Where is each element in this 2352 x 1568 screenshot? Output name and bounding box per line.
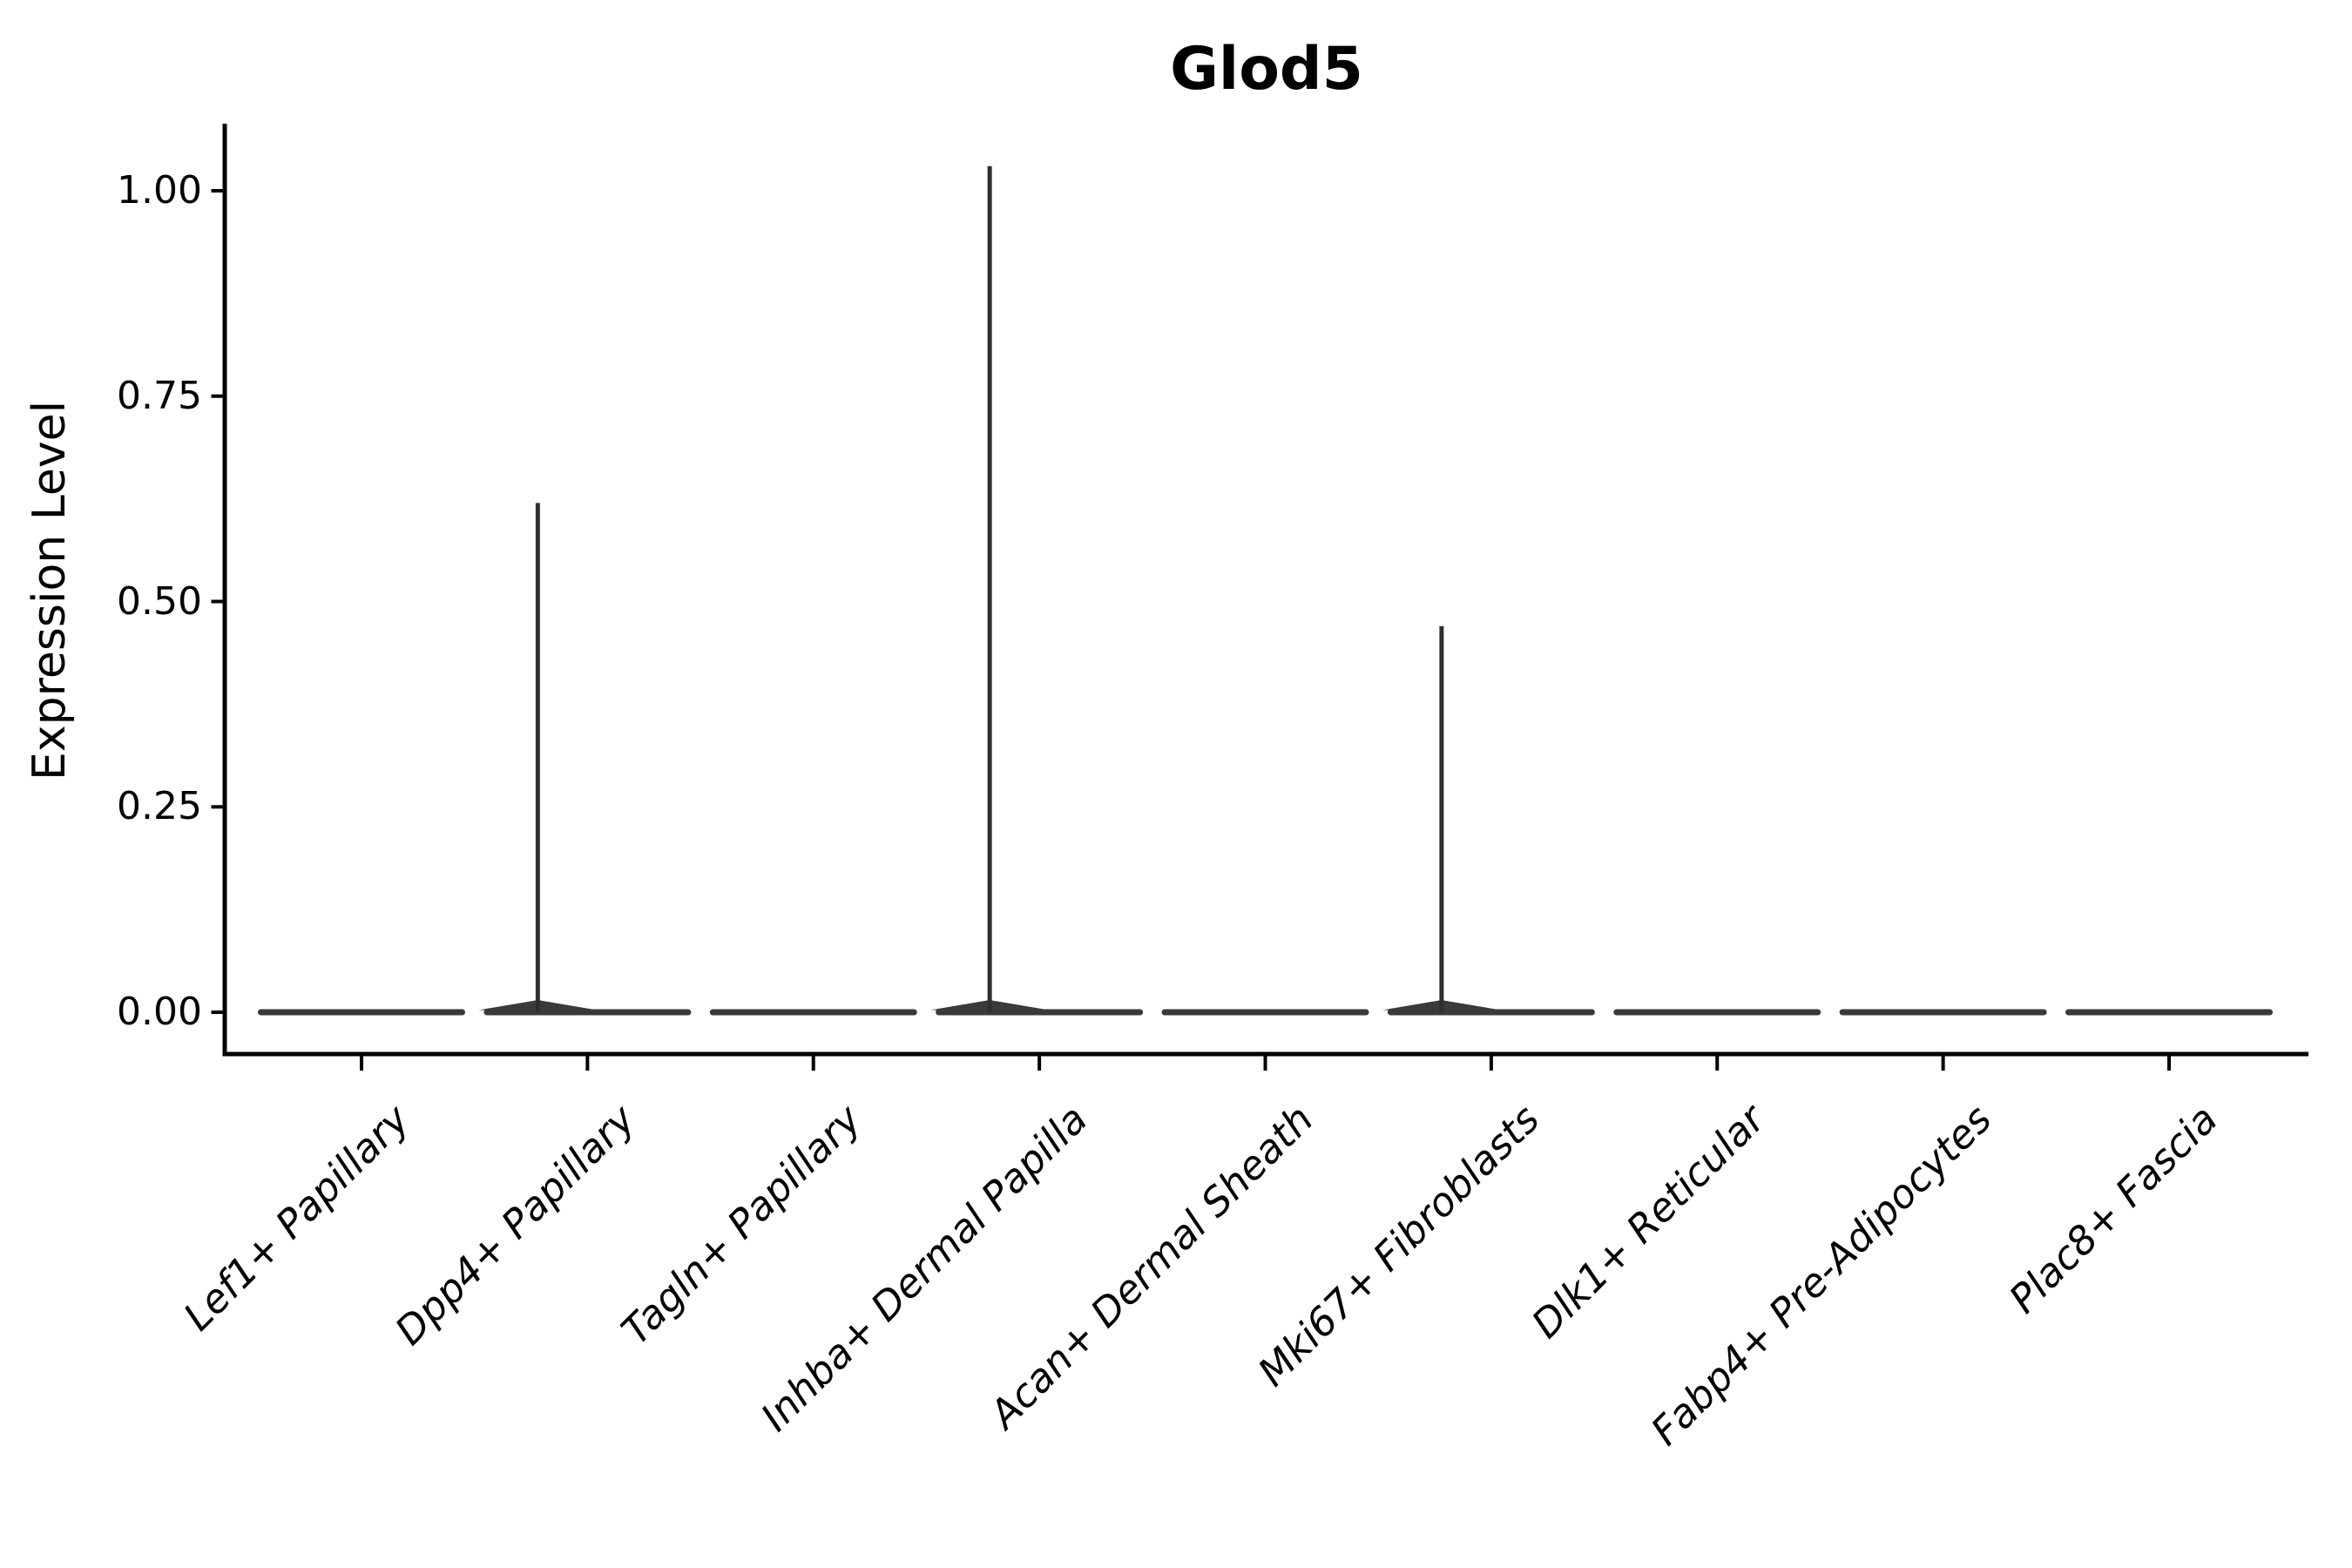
violin-body: [1839, 1009, 2047, 1016]
violin-body: [936, 1009, 1144, 1016]
y-tick-label: 0.00: [117, 990, 202, 1034]
y-tick-label: 0.50: [117, 578, 202, 624]
violin-body: [2065, 1009, 2273, 1016]
violin-body: [1613, 1009, 1821, 1016]
y-tick-label: 0.25: [117, 784, 202, 829]
violin-body: [1161, 1009, 1369, 1016]
violin-body: [258, 1009, 465, 1016]
violin-body: [1387, 1009, 1595, 1016]
y-tick-label: 0.75: [117, 373, 202, 418]
violin-body: [483, 1009, 692, 1016]
chart-title: Glod5: [1170, 35, 1363, 104]
violin-body: [709, 1009, 917, 1016]
y-tick-label: 1.00: [117, 168, 202, 213]
